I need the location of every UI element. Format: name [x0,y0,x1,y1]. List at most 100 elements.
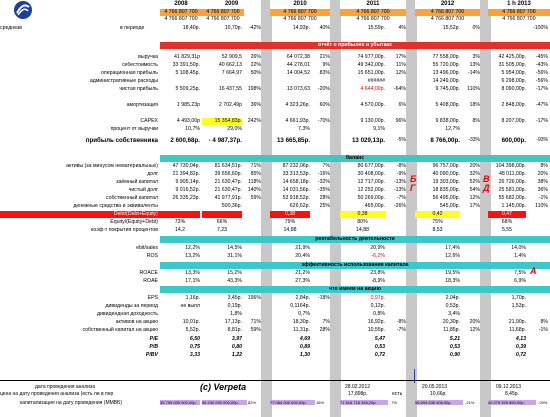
table-row: P/E 6,50 3,97 4,69 5,47 5,21 4,13 [0,336,550,343]
table-row: коэф-т покрытия процентов 14,2 7,23 14,88 14… [0,227,550,234]
cell: 9 905,14р. [175,179,200,185]
cell [462,126,480,133]
cell: 18% [469,102,480,108]
shares-cell: 4 766 807 700 [202,9,244,16]
cell: 15 651,00р. [357,70,385,76]
cell: 56 495,00р. [432,195,460,201]
table-row: чистая прибыль 5 509,25р. 16 437,55 198% 13 … [0,86,550,93]
table-row: активы (за минусом нематериальных) 47 730… [0,163,550,170]
cell [462,344,480,351]
shares-cell: 4 766 807 700 [430,16,465,22]
cell: 17,1% [185,278,200,284]
cell: -45% [535,54,548,60]
year-header: 2008 2009 2010 2011 2012 1 h 2013 [0,0,550,9]
divider [0,380,550,381]
cell: 14,0% [511,245,526,251]
cell: ###### [367,78,385,84]
cell: 14,88 [283,227,297,233]
shares-cell: 4 766 807 700 [283,16,317,22]
cell: 20,30р. [442,319,460,325]
cell [160,78,200,85]
cell: 19 303,00р. [432,179,460,185]
cell [488,126,526,133]
table-row: P/B 0,75 0,80 0,89 0,53 0,53 0,39 [0,344,550,351]
cell: 25% [319,203,330,209]
cell: 30 408,00р. [357,171,385,177]
table-row: себестоимость 33 391,50р. 40 662,13 22% 44 2… [0,62,550,69]
cell: 0,97р. [370,295,385,301]
table-row: CAPEX 4 493,00р 15 354,83р. 242% 4 661,93р. -… [0,118,550,125]
cell: -8% [396,319,406,325]
cell: 2 848,00р. [501,102,526,108]
cell: 10,55р. [367,327,385,333]
cell: 55 682,00р. [498,195,526,201]
cell [312,253,330,260]
cell: 33 313,53р. [282,171,310,177]
cell: 10,01р. [182,319,200,325]
cell: 68% [501,219,513,225]
cell [528,295,548,302]
cell [388,219,406,226]
cell: -16% [317,171,330,177]
cell: 0,38 [270,211,310,218]
cell: 21% [319,54,330,60]
shares-cell: 4 766 807 700 [164,16,198,22]
cell: 13 665,85р. [276,137,310,144]
cell: 0,1164р. [290,303,310,309]
cell: 96% [395,118,406,124]
cell: 9 745,00р. [435,86,460,92]
cell [388,245,406,252]
cell [312,211,330,218]
cell: 32% [469,171,480,177]
cell: 4 323,26р. [285,102,310,108]
row-label: денежные средства и эквиваленты [73,203,158,209]
cell: -47% [535,102,548,108]
cell [528,253,548,260]
row-label: долг [147,171,158,177]
cell: 9,1% [373,126,385,132]
shares-cell: 4 766 807 700 [206,16,240,22]
cell: 4 644,00р. [360,86,385,92]
row-label: амортизация [126,102,158,108]
cell: 59% [250,195,261,201]
annotation-letter: Д [483,183,490,193]
cell: 3,97 [231,336,242,342]
cap-pct: -21% [465,400,475,405]
cell: 1,8% [230,311,242,317]
cell: 20,4% [295,253,310,259]
cell: 12% [469,195,480,201]
annotation-letter: В [483,174,490,184]
cell: 20% [469,163,480,169]
cell: 52% [469,179,480,185]
footer-date: 20.05.2013 [422,384,448,390]
cell: -20% [317,86,330,92]
cell: -17% [535,86,548,92]
cell: 0,39 [515,344,526,350]
table-row: ROACE 13,3% 15,2% 21,2% 23,8% 19,5% 7,5% [0,270,550,277]
cell: 465,00р. [364,203,385,209]
cell: -1% [538,195,548,201]
cell [528,303,548,310]
row-label: Equity/(Equity+Debt) [110,219,158,225]
cell: 50 269,00р. [357,195,385,201]
cell: 7% [322,319,331,325]
cell: 17% [395,54,406,60]
cell: -56% [535,70,548,76]
cell: 15,59р. [367,25,385,31]
cell: 21 394,82р. [172,171,200,177]
cell: 9 838,00р. [435,118,460,124]
shares-cell: 4 766 807 700 [160,9,202,16]
cell [528,245,548,252]
footer-note: есть [392,391,403,397]
cell [528,126,548,133]
cell: 8 766,00р. [430,137,460,144]
cell: 52 909,5 [221,54,242,60]
cell: -8,9% [371,278,385,284]
cell: 6% [398,102,407,108]
row-label: активов на акцию [115,319,158,325]
cell: 110% [535,203,548,209]
cell: 73% [174,219,186,225]
year-cell: 2008 [160,0,202,9]
row-label: себестоимость [121,62,158,68]
cell [270,78,310,85]
